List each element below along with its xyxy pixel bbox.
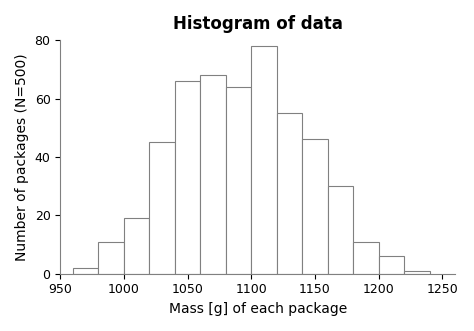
Bar [328,186,353,274]
Bar [175,81,201,274]
Title: Histogram of data: Histogram of data [173,15,343,33]
Bar [277,113,302,274]
Bar [353,242,379,274]
X-axis label: Mass [g] of each package: Mass [g] of each package [168,302,347,316]
Bar [251,46,277,274]
Y-axis label: Number of packages (N=500): Number of packages (N=500) [15,53,29,261]
Bar [404,271,429,274]
Bar [99,242,124,274]
Bar [379,256,404,274]
Bar [149,142,175,274]
Bar [201,75,226,274]
Bar [73,268,99,274]
Bar [302,139,328,274]
Bar [124,218,149,274]
Bar [226,87,251,274]
